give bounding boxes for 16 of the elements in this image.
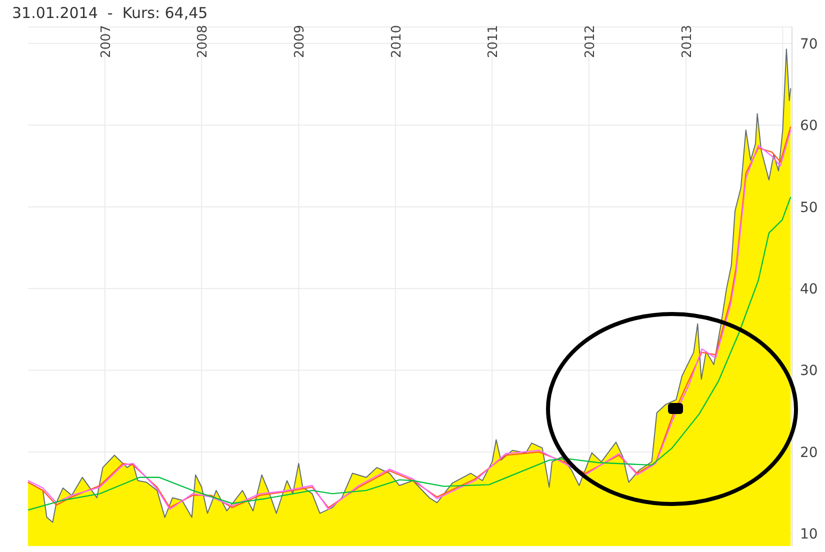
x-tick-label: 2012 bbox=[582, 24, 598, 58]
x-tick-label: 2010 bbox=[389, 24, 404, 58]
chart-title: 31.01.2014 - Kurs: 64,45 bbox=[12, 4, 208, 22]
x-tick-label: 2008 bbox=[196, 24, 211, 58]
y-tick-label: 60 bbox=[800, 118, 818, 134]
y-tick-label: 70 bbox=[800, 36, 818, 52]
x-tick-label: 2011 bbox=[486, 24, 502, 58]
x-tick-label: 2007 bbox=[98, 24, 114, 58]
y-tick-label: 50 bbox=[800, 200, 818, 216]
y-tick-label: 30 bbox=[800, 363, 818, 380]
x-tick-label: 2009 bbox=[292, 24, 308, 58]
y-tick-label: 10 bbox=[800, 526, 818, 543]
y-tick-label: 40 bbox=[800, 282, 818, 298]
y-tick-label: 20 bbox=[800, 444, 818, 461]
line-series bbox=[28, 196, 792, 511]
x-tick-label: 2013 bbox=[680, 24, 695, 58]
